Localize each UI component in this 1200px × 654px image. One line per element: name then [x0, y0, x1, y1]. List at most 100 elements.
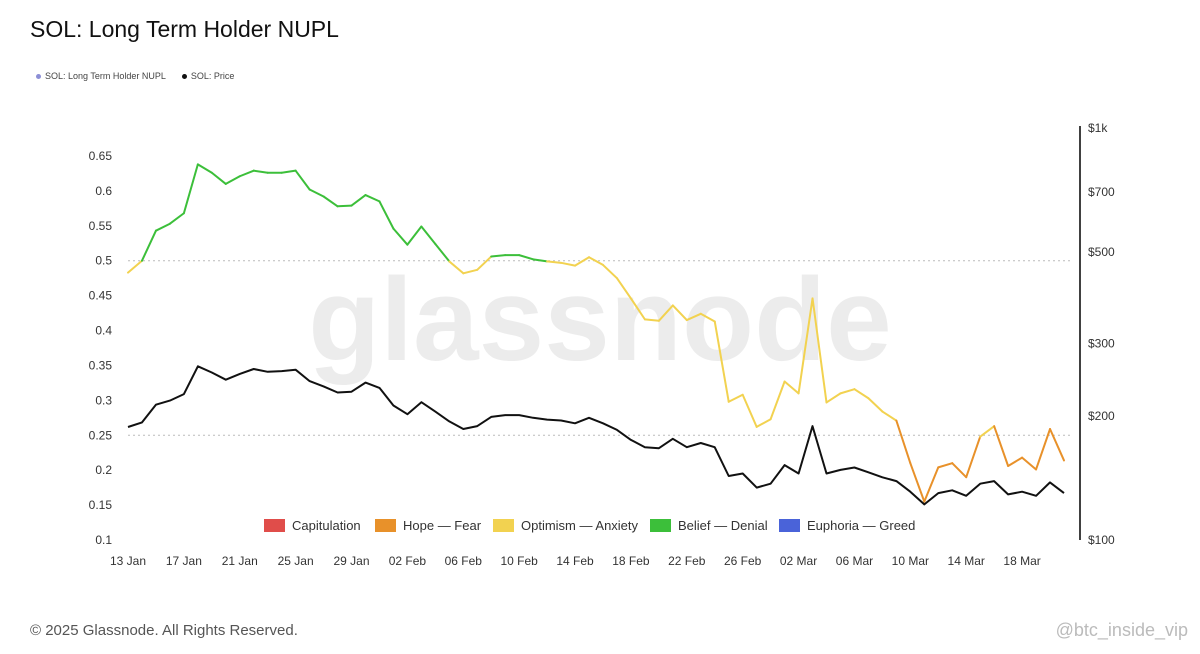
x-tick-label: 06 Feb — [445, 554, 483, 568]
nupl-segment — [434, 242, 451, 263]
zone-legend: Capitulation Hope — Fear Optimism — Anxiet… — [264, 518, 915, 533]
nupl-segment — [168, 212, 185, 225]
nupl-segment — [294, 169, 311, 191]
copyright-text: © 2025 Glassnode. All Rights Reserved. — [30, 622, 298, 639]
legend-dot-nupl — [36, 73, 41, 79]
nupl-segment — [154, 222, 171, 232]
zone-swatch — [264, 519, 285, 532]
nupl-segment — [1049, 427, 1065, 462]
nupl-segment — [476, 255, 493, 271]
nupl-segment — [951, 462, 968, 479]
x-tick-label: 10 Feb — [500, 554, 538, 568]
zone-label: Belief — Denial — [678, 518, 768, 533]
zone-swatch — [779, 519, 800, 532]
nupl-segment — [127, 259, 143, 274]
left-tick-label: 0.6 — [95, 184, 112, 198]
nupl-segment — [1007, 456, 1024, 467]
left-tick-label: 0.45 — [89, 289, 113, 303]
left-tick-label: 0.25 — [89, 428, 113, 442]
right-tick-label: $100 — [1088, 533, 1115, 547]
nupl-segment — [196, 163, 213, 174]
nupl-segment — [923, 466, 940, 503]
zone-swatch — [375, 519, 396, 532]
nupl-segment — [713, 320, 730, 403]
nupl-segment — [671, 304, 688, 322]
left-tick-label: 0.3 — [95, 393, 112, 407]
right-tick-label: $700 — [1088, 185, 1115, 199]
series-legend: SOL: Long Term Holder NUPL SOL: Price — [36, 71, 234, 81]
left-tick-label: 0.35 — [89, 358, 113, 372]
nupl-segment — [406, 225, 423, 246]
zone-swatch — [650, 519, 671, 532]
x-tick-label: 18 Mar — [1003, 554, 1040, 568]
nupl-segment — [811, 297, 828, 404]
nupl-segment — [1021, 456, 1038, 471]
nupl-segment — [727, 393, 744, 403]
reference-lines — [128, 260, 1070, 436]
x-tick-label: 26 Feb — [724, 554, 762, 568]
legend-label-nupl: SOL: Long Term Holder NUPL — [45, 71, 166, 81]
left-tick-label: 0.15 — [89, 498, 113, 512]
nupl-segment — [741, 393, 758, 428]
nupl-segment — [560, 261, 577, 267]
nupl-segment — [909, 462, 926, 503]
watermark-text: glassnode — [308, 254, 892, 386]
x-tick-label: 14 Mar — [948, 554, 985, 568]
x-tick-label: 06 Mar — [836, 554, 873, 568]
nupl-segment — [643, 318, 660, 322]
nupl-segment — [518, 254, 535, 261]
nupl-segment — [280, 169, 297, 174]
nupl-segment — [867, 397, 884, 413]
nupl-segment — [350, 194, 367, 207]
series-group — [127, 163, 1065, 506]
chart-title: SOL: Long Term Holder NUPL — [30, 16, 339, 42]
nupl-segment — [699, 312, 716, 323]
nupl-segment — [140, 229, 157, 262]
nupl-segment — [392, 227, 409, 246]
nupl-segment — [825, 392, 842, 404]
nupl-segment — [965, 435, 982, 479]
nupl-segment — [1035, 427, 1052, 471]
right-tick-label: $500 — [1088, 245, 1115, 259]
x-tick-label: 29 Jan — [334, 554, 370, 568]
x-tick-label: 14 Feb — [556, 554, 594, 568]
left-axis-ticks: 0.1 0.15 0.2 0.25 0.3 0.35 0.4 0.45 0.5 0.55 0.6 0.… — [89, 149, 113, 547]
nupl-segment — [601, 263, 618, 280]
right-tick-label: $200 — [1088, 409, 1115, 423]
nupl-segment — [839, 388, 856, 395]
nupl-segment — [224, 175, 241, 185]
nupl-segment — [657, 304, 674, 322]
nupl-segment — [448, 260, 465, 275]
x-tick-label: 02 Feb — [389, 554, 427, 568]
nupl-segment — [895, 419, 912, 465]
right-axis: $100 $200 $300 $500 $700 $1k — [1079, 121, 1115, 547]
nupl-segment — [797, 297, 814, 395]
zone-label: Hope — Fear — [403, 518, 482, 533]
nupl-segment — [210, 171, 227, 185]
nupl-segment — [574, 256, 591, 267]
left-tick-label: 0.4 — [95, 324, 112, 338]
nupl-segment — [322, 195, 339, 208]
zone-swatch — [493, 519, 514, 532]
x-tick-label: 13 Jan — [110, 554, 146, 568]
nupl-segment — [853, 388, 870, 400]
nupl-segment — [783, 380, 800, 395]
x-tick-label: 02 Mar — [780, 554, 817, 568]
legend-dot-price — [181, 73, 187, 79]
nupl-segment — [937, 462, 954, 469]
x-tick-label: 17 Jan — [166, 554, 202, 568]
nupl-segment — [182, 163, 199, 215]
nupl-segment — [238, 169, 255, 178]
nupl-segment — [532, 258, 549, 263]
nupl-segment — [615, 277, 632, 300]
nupl-segment — [308, 188, 325, 198]
legend-item-price[interactable]: SOL: Price — [181, 71, 234, 81]
legend-item-nupl[interactable]: SOL: Long Term Holder NUPL — [36, 71, 166, 81]
nupl-segment — [993, 425, 1010, 467]
x-tick-label: 10 Mar — [892, 554, 929, 568]
nupl-segment — [755, 418, 772, 428]
nupl-segment — [769, 380, 786, 421]
nupl-segment — [881, 410, 898, 422]
right-tick-label: $1k — [1088, 121, 1108, 135]
